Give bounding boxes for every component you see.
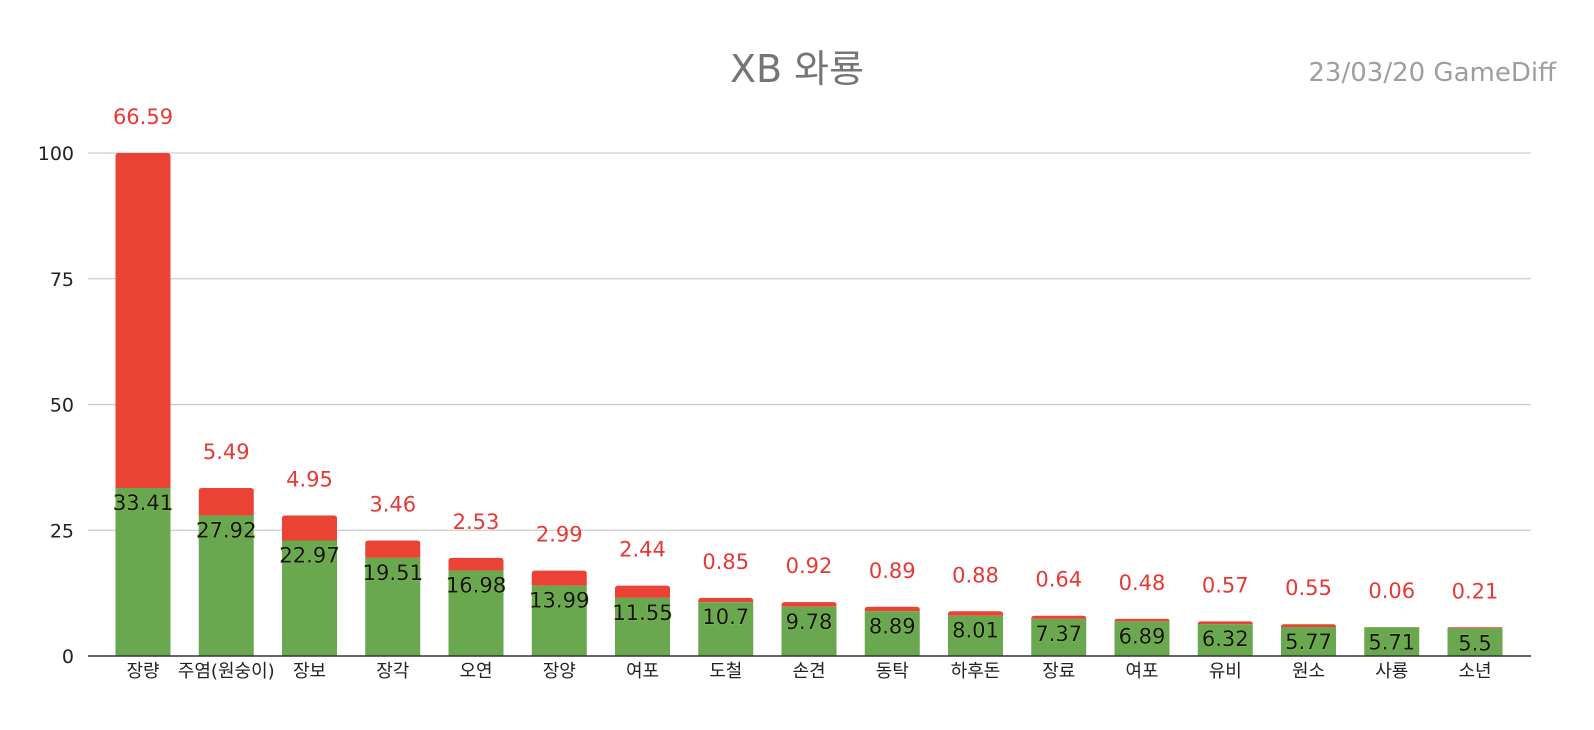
bar-segment-bottom [1364, 627, 1420, 656]
x-tick-label: 소년 [1458, 661, 1491, 682]
x-tick-label: 도철 [709, 661, 742, 682]
bar-segment-top [448, 557, 504, 571]
data-label-top: 2.44 [619, 538, 666, 562]
bar-segment-bottom [1031, 618, 1087, 656]
y-axis: 0 25 50 75 100 [38, 143, 74, 668]
bar-segment-top [1031, 615, 1087, 619]
x-tick-label: 여포 [1125, 661, 1158, 682]
data-label-top: 0.21 [1452, 579, 1499, 603]
bar-segment-top [948, 611, 1003, 616]
x-tick-label: 장각 [376, 661, 409, 682]
data-label-top: 0.55 [1285, 576, 1332, 600]
bar-segment-top [1114, 618, 1170, 622]
bar-segment-top [365, 540, 421, 558]
bar-segment-top [781, 602, 837, 607]
data-label-top: 2.99 [536, 523, 583, 547]
data-label-top: 3.46 [369, 492, 416, 516]
data-label-bottom: 6.89 [1119, 624, 1166, 648]
bar-segment-top [198, 487, 254, 516]
x-tick-label: 장양 [543, 661, 576, 682]
x-tick-label: 장료 [1042, 661, 1075, 682]
data-label-top: 4.95 [286, 468, 333, 492]
data-label-bottom: 6.32 [1202, 627, 1249, 651]
bars [115, 153, 1503, 656]
data-label-bottom: 22.97 [279, 543, 339, 567]
bar-segment-top [1281, 624, 1336, 627]
bar-segment-bottom [282, 540, 337, 656]
y-tick-label: 25 [50, 520, 74, 542]
bar-segment-bottom [1281, 626, 1336, 656]
data-label-bottom: 8.01 [952, 619, 999, 643]
bar-segment-bottom [864, 611, 920, 656]
x-axis: 장량 주염(원숭이) 장보 장각 오연 장양 여포 도철 손견 동탁 하후돈 장료 여포 유비 원소 사룡 소년 [88, 655, 1531, 682]
x-tick-label: 장보 [293, 661, 326, 682]
x-tick-label: 여포 [626, 661, 659, 682]
data-label-top: 0.57 [1202, 573, 1249, 597]
data-label-top: 0.89 [869, 559, 916, 583]
data-label-top: 0.85 [702, 550, 749, 574]
bar-segment-top [615, 585, 670, 598]
bar-segment-bottom [615, 597, 670, 656]
data-label-top: 66.59 [113, 105, 173, 129]
bar-segment-bottom [698, 602, 754, 656]
data-label-bottom: 27.92 [196, 519, 256, 543]
bar-segment-top [698, 597, 754, 603]
x-tick-label: 손견 [792, 661, 825, 682]
data-label-bottom: 33.41 [113, 491, 173, 515]
bar-segment-bottom [448, 570, 504, 656]
chart-subtitle: 23/03/20 GameDiff [1308, 58, 1556, 88]
x-tick-label: 오연 [459, 661, 492, 682]
data-label-bottom: 16.98 [446, 574, 506, 598]
y-tick-label: 75 [50, 269, 74, 291]
bar-segment-top [531, 570, 587, 586]
x-tick-label: 동탁 [876, 661, 909, 682]
data-label-bottom: 5.5 [1458, 631, 1491, 655]
bar-segment-bottom [365, 557, 421, 656]
bar-segment-bottom [115, 487, 171, 656]
bar-segment-bottom [198, 515, 254, 656]
bar-segment-top [1197, 621, 1253, 625]
bar-segment-bottom [1114, 621, 1170, 656]
x-tick-label: 유비 [1209, 661, 1242, 682]
bar-segment-top [115, 153, 171, 488]
data-label-top: 0.06 [1368, 579, 1415, 603]
bar-segment-top [864, 606, 920, 612]
x-tick-label: 장량 [126, 661, 159, 682]
data-label-bottom: 5.77 [1285, 630, 1332, 654]
data-label-top: 0.88 [952, 563, 999, 587]
y-tick-label: 0 [62, 646, 74, 668]
bar-segment-bottom [948, 615, 1003, 656]
data-label-bottom: 9.78 [786, 610, 833, 634]
data-label-bottom: 13.99 [529, 589, 589, 613]
bar-segment-top [1447, 627, 1503, 629]
data-label-top: 0.48 [1119, 571, 1166, 595]
data-label-top: 2.53 [453, 510, 500, 534]
x-tick-label: 사룡 [1375, 661, 1408, 682]
data-label-bottom: 10.7 [702, 605, 749, 629]
y-tick-label: 100 [38, 143, 74, 165]
data-label-bottom: 11.55 [612, 601, 672, 625]
bar-segment-bottom [1197, 624, 1253, 656]
data-label-top: 5.49 [203, 440, 250, 464]
data-label-top: 0.92 [786, 554, 833, 578]
x-tick-label: 원소 [1292, 661, 1325, 682]
bar-segment-top [282, 515, 337, 541]
chart-title: XB 와룡 [729, 47, 865, 91]
bar-segment-bottom [1447, 628, 1503, 656]
x-tick-label: 하후돈 [951, 661, 1001, 682]
data-labels: 33.41 66.59 27.92 5.49 22.97 4.95 19.51 3.46 16.… [112, 105, 1499, 656]
data-label-bottom: 5.71 [1368, 630, 1415, 654]
data-label-bottom: 7.37 [1035, 622, 1082, 646]
data-label-bottom: 19.51 [363, 561, 423, 585]
data-label-top: 0.64 [1035, 568, 1082, 592]
bar-segment-bottom [781, 606, 837, 656]
x-tick-label: 주염(원숭이) [178, 661, 275, 682]
y-tick-label: 50 [50, 395, 74, 417]
data-label-bottom: 8.89 [869, 614, 916, 638]
bar-segment-bottom [531, 585, 587, 656]
